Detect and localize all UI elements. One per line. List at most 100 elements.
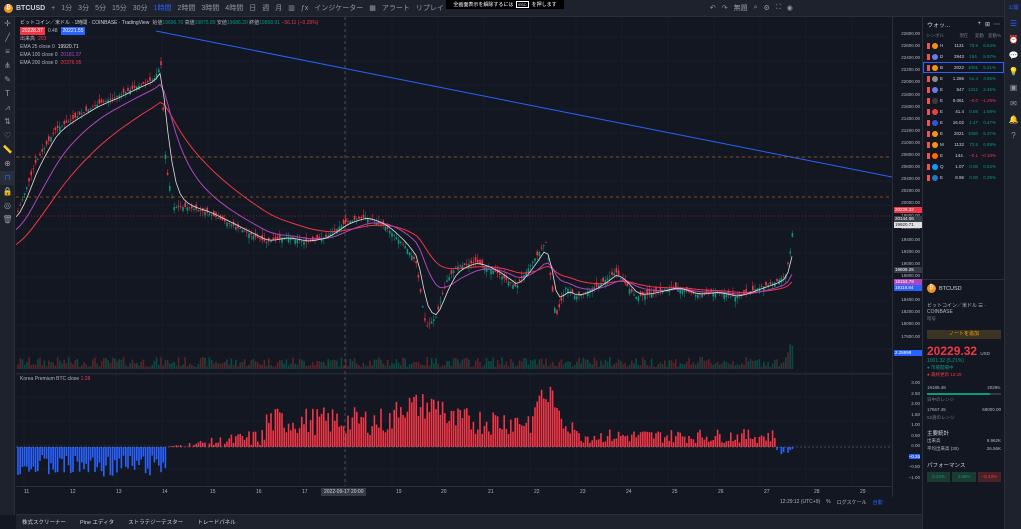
tf-day[interactable]: 日	[249, 5, 257, 12]
watchlist-row[interactable]: E 41.4 0.65 1.59%	[923, 106, 1004, 117]
auto-scale-toggle[interactable]: 自動	[872, 500, 883, 506]
flag-marker[interactable]	[927, 119, 930, 126]
watchlist-row[interactable]: H 1131 76.5 6.64%	[923, 40, 1004, 51]
flag-marker[interactable]	[927, 141, 930, 148]
brush-icon[interactable]: ✎	[4, 75, 11, 84]
pattern-icon[interactable]: ⩘	[5, 103, 10, 112]
trendline-icon[interactable]: ╱	[5, 33, 10, 42]
perf-cell-1w[interactable]: 5.24%	[927, 472, 951, 482]
col-change-pct[interactable]: 変動%	[988, 33, 1002, 38]
pitchfork-icon[interactable]: ⋔	[4, 61, 11, 70]
tf-30m[interactable]: 30分	[132, 5, 148, 12]
watchlist-row[interactable]: E 0.061 −0.0 −1.29%	[923, 95, 1004, 106]
col-last[interactable]: 現在	[959, 33, 969, 38]
watchlist-row[interactable]: E 8.96 0.00 0.29%	[923, 172, 1004, 183]
flag-marker[interactable]	[927, 75, 930, 82]
perf-cell-1m[interactable]: 2.69%	[952, 472, 976, 482]
watchlist-row[interactable]: Q 1.07 0.00 0.84%	[923, 161, 1004, 172]
publish-button[interactable]: 公開	[1008, 5, 1019, 11]
watchlist-row[interactable]: B 2022 1001 5.21%	[923, 62, 1004, 73]
indicators-button[interactable]: インジケーター	[314, 5, 364, 12]
ruler-icon[interactable]: 📏	[2, 145, 13, 154]
tf-2h[interactable]: 2時間	[177, 5, 196, 12]
alert-button[interactable]: アラート	[381, 5, 410, 12]
tf-3h[interactable]: 3時間	[201, 5, 220, 12]
watchlist-row[interactable]: E 16.02 1.47 0.47%	[923, 117, 1004, 128]
log-scale-toggle[interactable]: ログスケール	[836, 500, 867, 506]
trash-icon[interactable]: 🗑	[2, 215, 13, 224]
add-symbol-icon[interactable]: +	[977, 20, 981, 27]
plus-icon[interactable]: +	[51, 4, 56, 12]
alerts-icon[interactable]: ⏰	[1008, 35, 1019, 44]
col-symbol[interactable]: シンボル	[926, 33, 944, 38]
tab-stock-screener[interactable]: 株式スクリーナー	[22, 520, 67, 526]
flag-marker[interactable]	[927, 86, 930, 93]
columns-icon[interactable]: ⊞	[984, 21, 990, 28]
watchlist-row[interactable]: E 1.286 51.4 3.85%	[923, 73, 1004, 84]
flag-marker[interactable]	[927, 163, 930, 170]
replay-button[interactable]: リプレイ	[415, 5, 444, 12]
symbol-search[interactable]: ₿ BTCUSD	[4, 3, 45, 13]
percent-toggle[interactable]: %	[826, 499, 831, 505]
indicators-icon[interactable]: ƒx	[300, 4, 309, 12]
ideas-icon[interactable]: 💡	[1008, 67, 1019, 76]
tf-3m[interactable]: 3分	[78, 5, 90, 12]
price-chart[interactable]	[16, 17, 892, 497]
eye-icon[interactable]: ◎	[4, 201, 11, 210]
undo-icon[interactable]: ↶	[709, 5, 716, 12]
watchlist-row[interactable]: E 547 1312 2.46%	[923, 84, 1004, 95]
camera-icon[interactable]: ◉	[786, 5, 793, 12]
flag-marker[interactable]	[927, 53, 930, 60]
more-icon[interactable]: ⋯	[994, 21, 1000, 28]
tf-week[interactable]: 週	[262, 5, 270, 12]
flag-marker[interactable]	[927, 130, 930, 137]
tf-15m[interactable]: 15分	[111, 5, 127, 12]
sell-button[interactable]: 20228.37	[20, 27, 45, 35]
flag-marker[interactable]	[927, 42, 930, 49]
tab-trade-panel[interactable]: トレードパネル	[197, 520, 236, 526]
flag-marker[interactable]	[927, 152, 930, 159]
buy-button[interactable]: 20221.55	[60, 27, 86, 35]
tab-pine-editor[interactable]: Pine エディタ	[80, 520, 115, 526]
gear-icon[interactable]: ⚙	[763, 5, 770, 12]
tf-4h[interactable]: 4時間	[225, 5, 244, 12]
zoom-icon[interactable]: ⊕	[4, 159, 11, 168]
magnet-icon[interactable]: ⊓	[0, 171, 15, 185]
chart-type-icon[interactable]: ▥	[288, 5, 295, 12]
notifications-icon[interactable]: 🔔	[1008, 115, 1019, 124]
fullscreen-icon[interactable]: ⛶	[775, 4, 781, 11]
redo-icon[interactable]: ↷	[721, 5, 728, 12]
time-axis[interactable]: 2022-09-17 20:00 11 12 13 14 15 16 17 19 20 21 22 2…	[16, 486, 892, 497]
search-icon[interactable]: ⌕	[753, 4, 758, 11]
add-note-button[interactable]: ノートを追加	[927, 330, 1001, 339]
hline-icon[interactable]: ≡	[5, 47, 10, 56]
watchlist-row[interactable]: D 2943 164. 5.97%	[923, 51, 1004, 62]
watchlist-icon[interactable]: ☰	[1009, 19, 1018, 28]
layout-icon[interactable]: ▦	[369, 5, 376, 12]
price-axis[interactable]: 22800.00 22600.00 22400.00 22200.00 22000.00…	[892, 17, 922, 497]
text-icon[interactable]: T	[5, 89, 10, 98]
layout-name[interactable]: 無題	[733, 5, 748, 12]
col-change[interactable]: 変動	[974, 33, 984, 38]
watchlist-row[interactable]: E 2021 1050 5.37%	[923, 128, 1004, 139]
lock-icon[interactable]: 🔒	[2, 187, 13, 196]
flag-marker[interactable]	[927, 97, 930, 104]
calendar-icon[interactable]: ▣	[1009, 83, 1018, 92]
detail-symbol[interactable]: BTCUSD	[939, 285, 962, 292]
heart-icon[interactable]: ♡	[3, 131, 12, 140]
tf-1m[interactable]: 1分	[61, 5, 73, 12]
forecast-icon[interactable]: ⇅	[4, 117, 11, 126]
watchlist-title[interactable]: ウォッ...	[927, 22, 951, 29]
perf-cell-3m[interactable]: −6.43%	[977, 472, 1001, 482]
news-icon[interactable]: ✉	[1010, 99, 1017, 108]
watchlist-row[interactable]: E 144. −0.1 −0.10%	[923, 150, 1004, 161]
tab-strategy-tester[interactable]: ストラテジーテスター	[128, 520, 184, 526]
flag-marker[interactable]	[927, 64, 930, 71]
crosshair-icon[interactable]: ✛	[4, 19, 11, 28]
watchlist-row[interactable]: M 1132 72.5 6.69%	[923, 139, 1004, 150]
help-icon[interactable]: ?	[1011, 131, 1016, 140]
tf-month[interactable]: 月	[275, 5, 283, 12]
flag-marker[interactable]	[927, 174, 930, 181]
tf-1h[interactable]: 1時間	[153, 5, 172, 12]
tf-5m[interactable]: 5分	[95, 5, 106, 12]
